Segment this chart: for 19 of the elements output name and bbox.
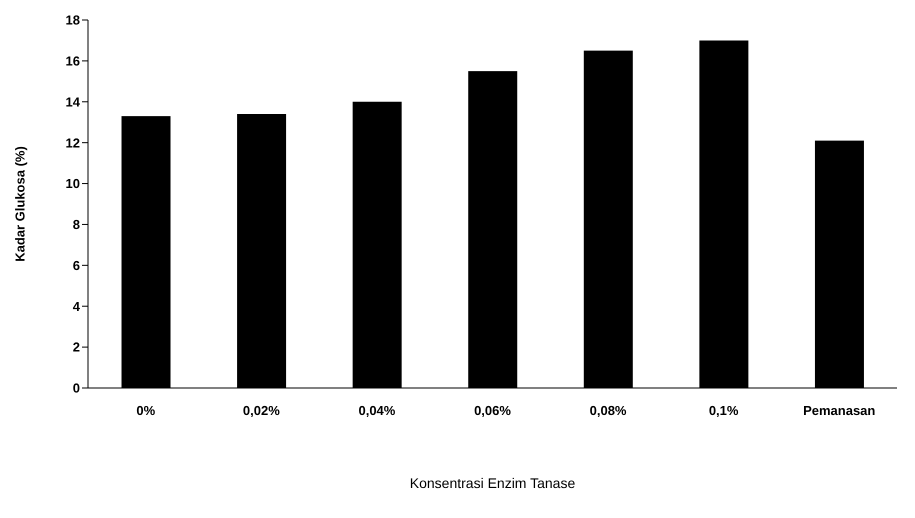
- x-axis-title: Konsentrasi Enzim Tanase: [410, 475, 576, 491]
- y-tick-label: 4: [72, 298, 81, 314]
- y-tick-label: 6: [72, 258, 80, 273]
- y-tick-label: 10: [66, 176, 80, 192]
- x-tick-label: Pemanasan: [803, 403, 876, 418]
- y-tick-label: 14: [66, 94, 81, 110]
- x-tick-label: 0%: [136, 403, 156, 418]
- y-tick-label: 2: [72, 340, 80, 355]
- x-tick-label: 0,02%: [242, 403, 280, 418]
- y-axis-title: Kadar Glukosa (%): [12, 146, 28, 262]
- x-tick-label: 0,08%: [590, 403, 627, 418]
- y-tick-label: 8: [72, 217, 80, 232]
- x-tick-label: 0,04%: [358, 403, 396, 418]
- y-tick-label: 18: [66, 12, 80, 28]
- x-tick-label: 0,06%: [474, 403, 512, 418]
- y-tick-label: 12: [66, 135, 80, 150]
- x-tick-label: 0,1%: [708, 403, 739, 418]
- y-tick-label: 16: [66, 54, 80, 69]
- y-tick-label: 0: [72, 380, 80, 396]
